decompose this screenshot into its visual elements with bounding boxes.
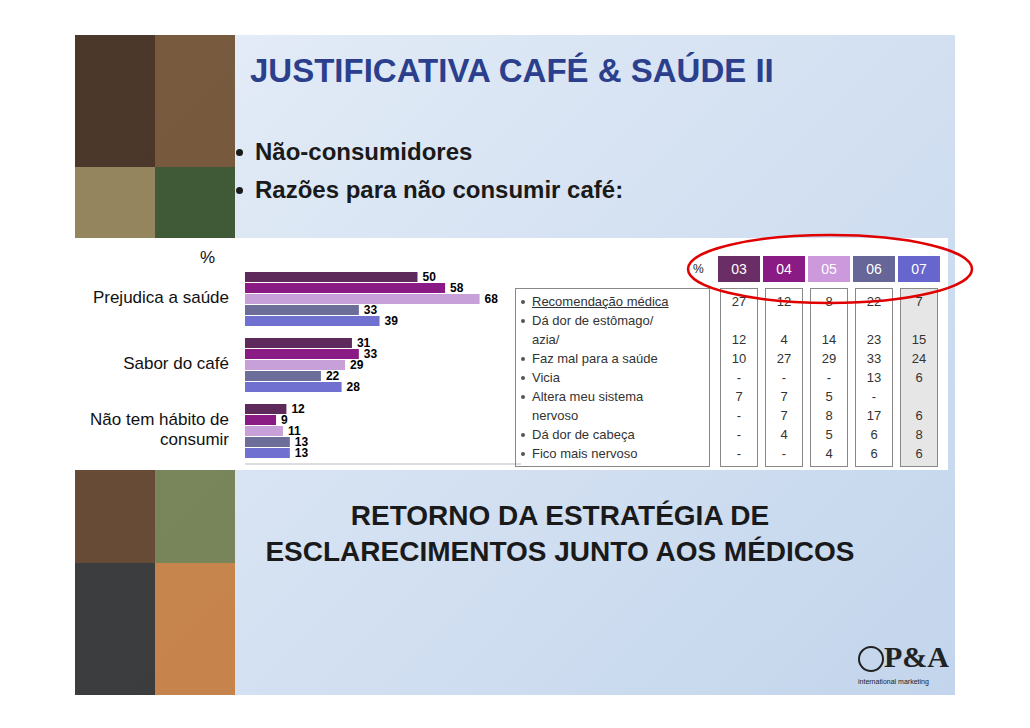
html-text:nervoso: nervoso <box>532 408 579 423</box>
html-text:JUSTIFICATIVA CAFÉ & SAÚDE II: JUSTIFICATIVA CAFÉ & SAÚDE II <box>250 52 774 89</box>
html-text:23: 23 <box>866 332 882 347</box>
svg-text:39: 39 <box>385 314 399 328</box>
html-text:24: 24 <box>911 351 927 366</box>
html-text:13: 13 <box>866 370 882 385</box>
html-text:27: 27 <box>731 294 747 309</box>
html-text:7: 7 <box>915 294 923 309</box>
html-text:4: 4 <box>780 427 788 442</box>
html-text:5: 5 <box>825 427 833 442</box>
html-text:8: 8 <box>825 294 833 309</box>
html-text:4: 4 <box>825 446 833 461</box>
html-text:29: 29 <box>821 351 837 366</box>
html-text:6: 6 <box>870 446 878 461</box>
svg-text:Sabor do café: Sabor do café <box>123 354 229 373</box>
html-text:Altera meu sistema: Altera meu sistema <box>532 389 644 404</box>
html-text:P&A: P&A <box>884 640 949 673</box>
html-text:33: 33 <box>866 351 882 366</box>
html-text:Vicia: Vicia <box>532 370 560 385</box>
html-text:Razões para não consumir café:: Razões para não consumir café: <box>255 176 624 203</box>
html-text:Não-consumidores: Não-consumidores <box>255 138 473 165</box>
html-text:Dá dor de estômago/: Dá dor de estômago/ <box>532 313 654 328</box>
html-text:Faz mal para a saúde: Faz mal para a saúde <box>532 351 658 366</box>
svg-text:33: 33 <box>364 303 378 317</box>
svg-text:9: 9 <box>281 413 288 428</box>
html-text:6: 6 <box>915 408 923 423</box>
html-text:10: 10 <box>731 351 747 366</box>
html-text:azia/: azia/ <box>532 332 560 347</box>
html-text:international marketing: international marketing <box>858 678 929 685</box>
html-text:7: 7 <box>780 408 788 423</box>
svg-text:12: 12 <box>291 402 305 416</box>
svg-text:13: 13 <box>295 446 309 460</box>
svg-text:68: 68 <box>485 292 499 306</box>
svg-text:22: 22 <box>326 369 340 383</box>
html-text:8: 8 <box>915 427 923 442</box>
html-text:27: 27 <box>776 351 792 366</box>
html-text:8: 8 <box>825 408 833 423</box>
html-text:4: 4 <box>780 332 788 347</box>
svg-text:28: 28 <box>347 380 361 394</box>
html-text:Fico mais nervoso: Fico mais nervoso <box>532 446 638 461</box>
html-text:04: 04 <box>776 261 792 277</box>
svg-text:11: 11 <box>288 424 301 439</box>
html-text:7: 7 <box>780 389 788 404</box>
svg-text:Prejudica a saúde: Prejudica a saúde <box>93 288 229 307</box>
html-text:6: 6 <box>915 370 923 385</box>
html-text:07: 07 <box>911 261 927 277</box>
html-text:03: 03 <box>731 261 747 277</box>
html-text:06: 06 <box>866 261 882 277</box>
html-text:7: 7 <box>735 389 743 404</box>
svg-text:31: 31 <box>357 336 371 351</box>
svg-text:29: 29 <box>350 358 364 372</box>
html-text:6: 6 <box>915 446 923 461</box>
svg-text:58: 58 <box>450 281 464 295</box>
html-text:12: 12 <box>776 294 792 309</box>
html-text:Dá dor de cabeça: Dá dor de cabeça <box>532 427 635 442</box>
html-text:05: 05 <box>821 261 837 277</box>
html-text:6: 6 <box>870 427 878 442</box>
html-text:17: 17 <box>866 408 882 423</box>
html-text:5: 5 <box>825 389 833 404</box>
html-text:Recomendação médica: Recomendação médica <box>532 294 669 309</box>
html-text:RETORNO DA ESTRATÉGIA DE: RETORNO DA ESTRATÉGIA DE <box>350 500 770 531</box>
html-text:14: 14 <box>821 332 837 347</box>
svg-text:50: 50 <box>423 270 437 284</box>
html-text:ESCLARECIMENTOS JUNTO AOS MÉDI: ESCLARECIMENTOS JUNTO AOS MÉDICOS <box>265 536 855 567</box>
html-text:22: 22 <box>866 294 882 309</box>
svg-text:Não tem hábito deconsumir: Não tem hábito deconsumir <box>90 410 229 449</box>
svg-text:33: 33 <box>364 347 378 361</box>
html-text:15: 15 <box>911 332 927 347</box>
html-text:12: 12 <box>731 332 747 347</box>
svg-text:13: 13 <box>294 435 309 450</box>
